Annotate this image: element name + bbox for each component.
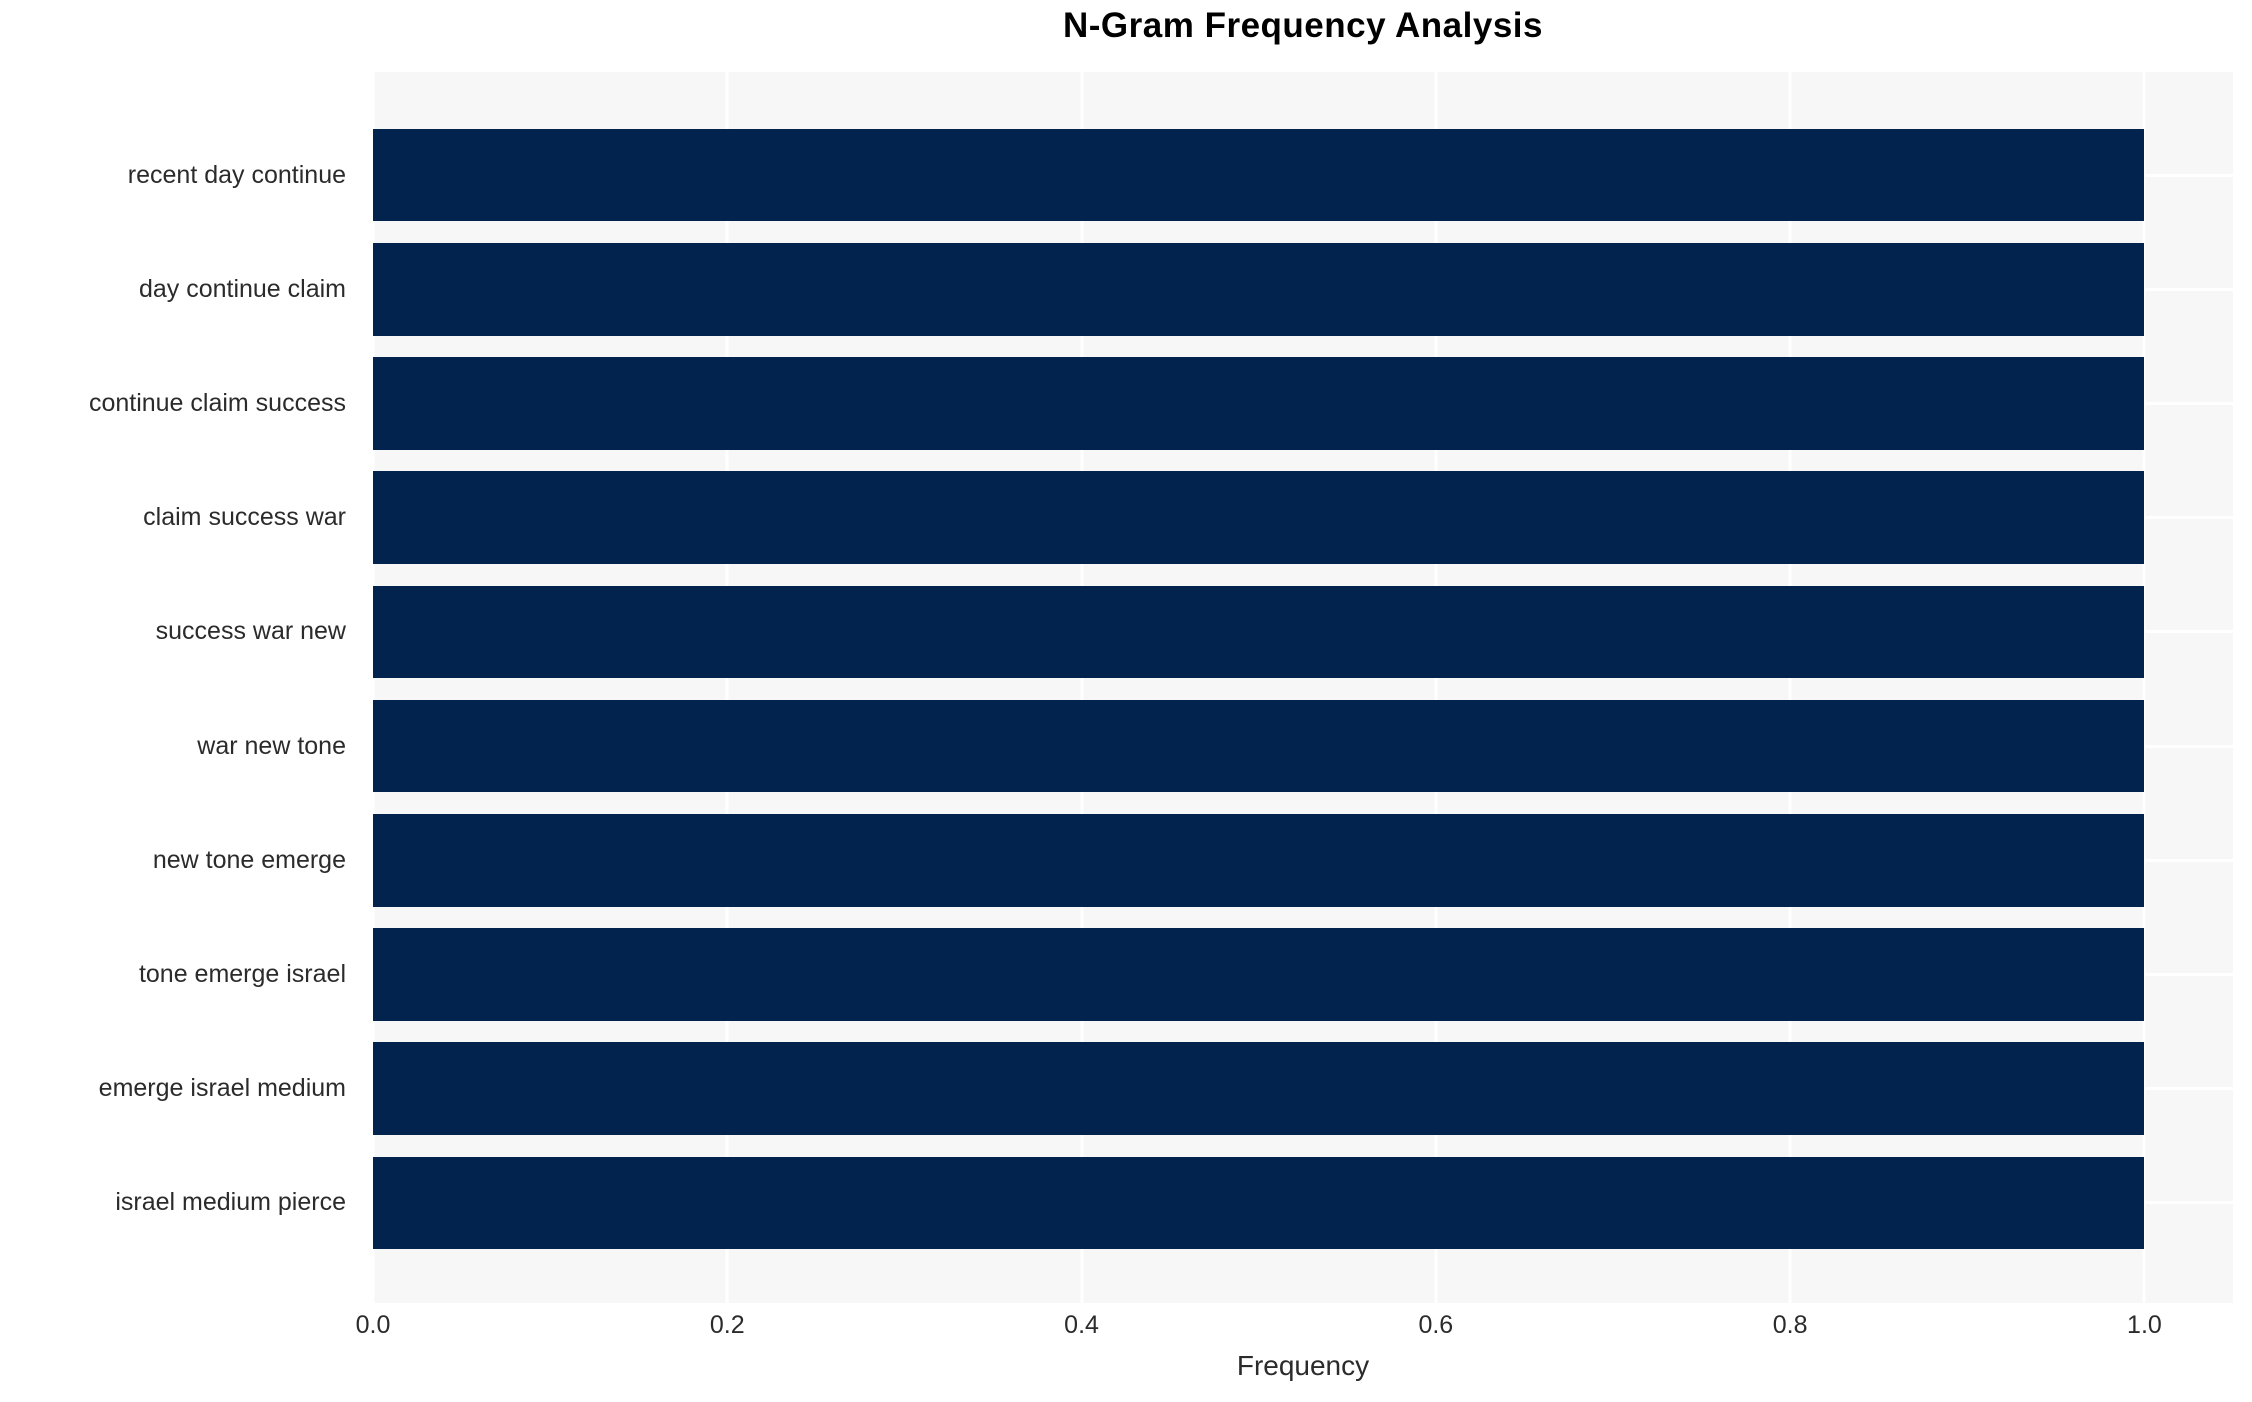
- vgrid-line: [1434, 72, 1438, 1303]
- bar-row: [373, 118, 2233, 232]
- frequency-bar: [373, 1042, 2145, 1135]
- frequency-bar: [373, 814, 2145, 907]
- frequency-bar: [373, 471, 2145, 564]
- vgrid-line: [371, 72, 375, 1303]
- x-axis-title: Frequency: [1236, 1350, 1370, 1381]
- category-label: claim success war: [143, 503, 346, 532]
- vgrid-line: [725, 72, 729, 1303]
- category-label: recent day continue: [127, 160, 346, 189]
- bar-row: [373, 461, 2233, 575]
- frequency-bar: [373, 1156, 2145, 1250]
- category-label: day continue claim: [138, 274, 346, 303]
- category-label: continue claim success: [88, 389, 346, 417]
- category-label: tone emerge israel: [138, 960, 346, 989]
- x-tick-label: 0.8: [1772, 1311, 1808, 1339]
- vgrid-line: [1080, 72, 1084, 1303]
- vgrid-line: [2142, 72, 2146, 1303]
- x-axis-tick-labels: 0.0 0.2 0.4 0.6 0.8 1.0: [356, 1311, 2233, 1347]
- bar-row: [373, 232, 2233, 346]
- bars-layer: [373, 72, 2233, 1303]
- frequency-bar: [373, 357, 2145, 450]
- bar-row: [373, 1146, 2233, 1260]
- frequency-bar: [373, 128, 2145, 222]
- bar-row: [373, 346, 2233, 460]
- bar-row: [373, 1032, 2233, 1146]
- y-axis-category-labels: recent day continue day continue claim con…: [0, 72, 359, 1303]
- frequency-bar: [373, 699, 2145, 793]
- category-label: israel medium pierce: [115, 1188, 346, 1217]
- frequency-bar: [373, 928, 2145, 1021]
- category-label: new tone emerge: [152, 845, 346, 874]
- category-label: emerge israel medium: [98, 1074, 346, 1103]
- category-label: war new tone: [197, 731, 346, 760]
- bar-row: [373, 803, 2233, 917]
- x-tick-label: 0.6: [1418, 1311, 1454, 1339]
- x-tick-label: 0.0: [355, 1311, 391, 1339]
- category-label: success war new: [155, 617, 346, 646]
- x-tick-label: 0.4: [1064, 1311, 1099, 1339]
- bar-row: [373, 689, 2233, 803]
- frequency-bar: [373, 585, 2145, 679]
- chart-title: N-Gram Frequency Analysis: [1063, 6, 1543, 45]
- bar-row: [373, 917, 2233, 1031]
- vgrid-line: [1788, 72, 1792, 1303]
- bar-row: [373, 575, 2233, 689]
- x-tick-label: 0.2: [709, 1311, 745, 1339]
- frequency-bar: [373, 243, 2145, 336]
- plot-area: [371, 72, 2233, 1303]
- x-tick-label: 1.0: [2127, 1311, 2162, 1339]
